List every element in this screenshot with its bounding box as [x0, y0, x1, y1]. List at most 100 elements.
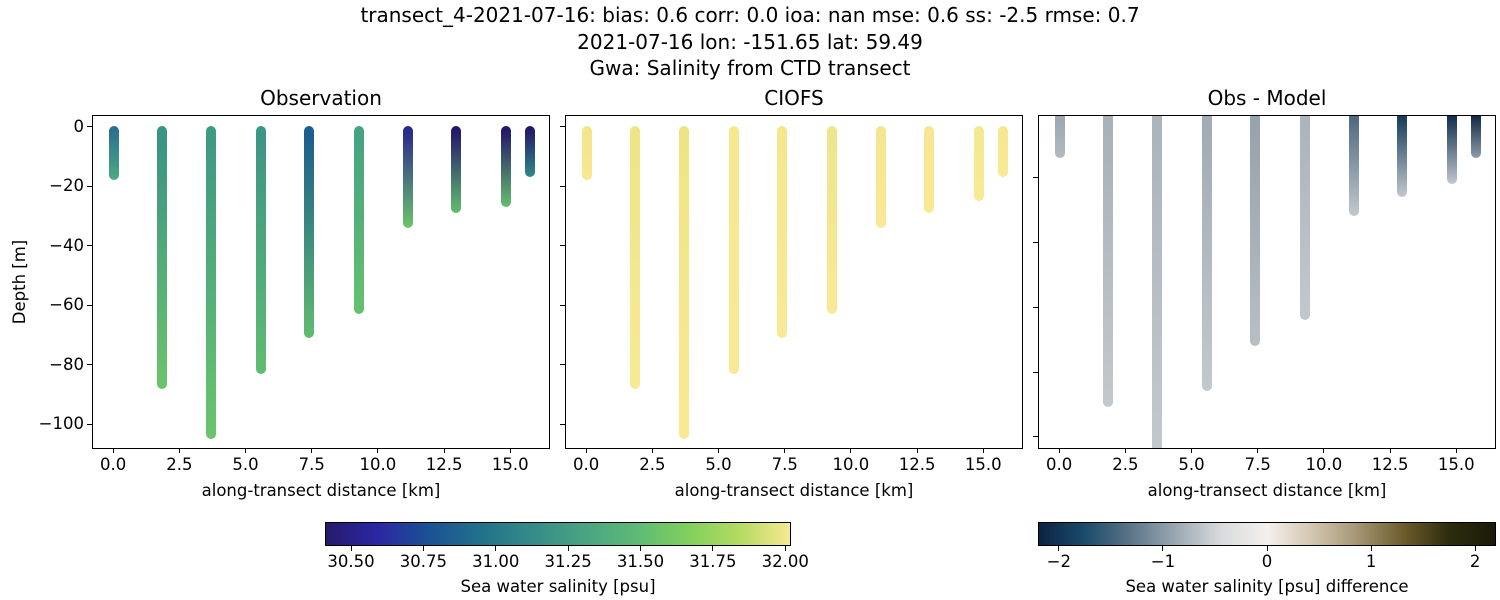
x-tick: [718, 448, 720, 453]
y-tick: [1033, 436, 1038, 438]
colorbar-tick-label: 1: [1365, 552, 1377, 571]
x-tick: [178, 448, 180, 453]
y-tick: [87, 304, 92, 306]
x-tick: [916, 448, 918, 453]
y-tick-label: −20: [49, 176, 84, 196]
y-tick: [87, 185, 92, 187]
colorbar-tick: [1370, 546, 1372, 551]
y-axis-label: Depth [m]: [10, 239, 29, 325]
depth-profile: [205, 125, 216, 440]
panel-title: CIOFS: [764, 86, 824, 110]
colorbar-tick: [1266, 546, 1268, 551]
y-tick: [87, 423, 92, 425]
colorbar-tick: [1474, 546, 1476, 551]
colorbar-gradient: [325, 522, 791, 546]
depth-profile: [156, 125, 167, 389]
x-tick: [585, 448, 587, 453]
depth-profile: [1151, 116, 1162, 448]
plot-area: [565, 115, 1023, 449]
panel-title: Obs - Model: [1207, 86, 1327, 110]
depth-profile: [1202, 116, 1213, 392]
colorbar-tick: [1162, 546, 1164, 551]
colorbar-tick-label: −2: [1046, 552, 1071, 571]
colorbar-tick-label: 30.75: [399, 552, 448, 571]
colorbar-tick: [567, 546, 569, 551]
depth-profile: [1300, 116, 1311, 320]
y-tick: [1033, 306, 1038, 308]
x-tick-label: 12.5: [898, 455, 936, 474]
depth-profile: [1396, 116, 1407, 197]
x-tick-label: 15.0: [964, 455, 1002, 474]
colorbar-tick: [639, 546, 641, 551]
x-tick: [850, 448, 852, 453]
x-tick-label: 10.0: [1305, 455, 1343, 474]
colorbar-tick: [712, 546, 714, 551]
figure-suptitle-line-3: Gwa: Salinity from CTD transect: [589, 56, 911, 80]
depth-profile: [997, 125, 1008, 178]
colorbar-tick: [495, 546, 497, 551]
depth-profile: [256, 125, 267, 374]
depth-profile: [1249, 116, 1260, 346]
y-tick-label: −40: [49, 235, 84, 255]
x-axis-label: along-transect distance [km]: [674, 481, 914, 500]
colorbar-label: Sea water salinity [psu] difference: [1125, 577, 1409, 596]
x-tick-label: 15.0: [1437, 455, 1475, 474]
x-tick: [377, 448, 379, 453]
colorbar-tick-label: 32.00: [761, 552, 809, 571]
colorbar-gradient: [1038, 522, 1496, 546]
x-tick: [1257, 448, 1259, 453]
plot-area: [92, 115, 550, 449]
y-tick: [1033, 242, 1038, 244]
depth-profile: [582, 125, 593, 181]
colorbar-tick-label: 0: [1261, 552, 1273, 571]
x-tick-label: 0.0: [100, 455, 127, 474]
colorbar-tick-label: 31.75: [689, 552, 737, 571]
x-tick: [1191, 448, 1193, 453]
colorbar-tick: [784, 546, 786, 551]
depth-profile: [876, 125, 887, 229]
y-tick: [1033, 371, 1038, 373]
y-tick: [560, 126, 565, 128]
y-tick: [87, 126, 92, 128]
depth-profile: [303, 125, 314, 339]
plot-area: [1038, 115, 1496, 449]
x-tick: [1058, 448, 1060, 453]
depth-profile: [1102, 116, 1113, 408]
colorbar-tick: [350, 546, 352, 551]
y-tick-label: −100: [38, 414, 84, 434]
colorbar-tick-label: 31.25: [544, 552, 592, 571]
depth-profile: [827, 125, 838, 315]
colorbar-tick-label: 31.50: [616, 552, 665, 571]
y-tick: [560, 423, 565, 425]
x-tick: [1124, 448, 1126, 453]
depth-profile: [729, 125, 740, 374]
colorbar-tick-label: 2: [1469, 552, 1481, 571]
depth-profile: [678, 125, 689, 440]
x-tick: [651, 448, 653, 453]
x-tick: [112, 448, 114, 453]
x-tick-label: 10.0: [359, 455, 397, 474]
x-tick-label: 12.5: [1371, 455, 1409, 474]
x-tick-label: 10.0: [832, 455, 870, 474]
panel-title: Observation: [260, 86, 382, 110]
x-tick: [509, 448, 511, 453]
x-tick: [443, 448, 445, 453]
depth-profile: [923, 125, 934, 214]
x-tick-label: 2.5: [166, 455, 193, 474]
x-tick-label: 5.0: [1178, 455, 1205, 474]
x-tick: [1389, 448, 1391, 453]
x-tick: [1323, 448, 1325, 453]
depth-profile: [1055, 116, 1066, 158]
colorbar-tick: [1058, 546, 1060, 551]
colorbar-tick-label: 30.50: [327, 552, 375, 571]
depth-profile: [629, 125, 640, 389]
x-tick-label: 7.5: [771, 455, 798, 474]
x-tick-label: 5.0: [232, 455, 259, 474]
y-tick: [560, 364, 565, 366]
depth-profile: [500, 125, 511, 208]
x-tick-label: 7.5: [298, 455, 325, 474]
x-tick: [982, 448, 984, 453]
x-tick-label: 5.0: [705, 455, 732, 474]
y-tick-label: 0: [73, 116, 85, 136]
x-tick-label: 7.5: [1244, 455, 1271, 474]
